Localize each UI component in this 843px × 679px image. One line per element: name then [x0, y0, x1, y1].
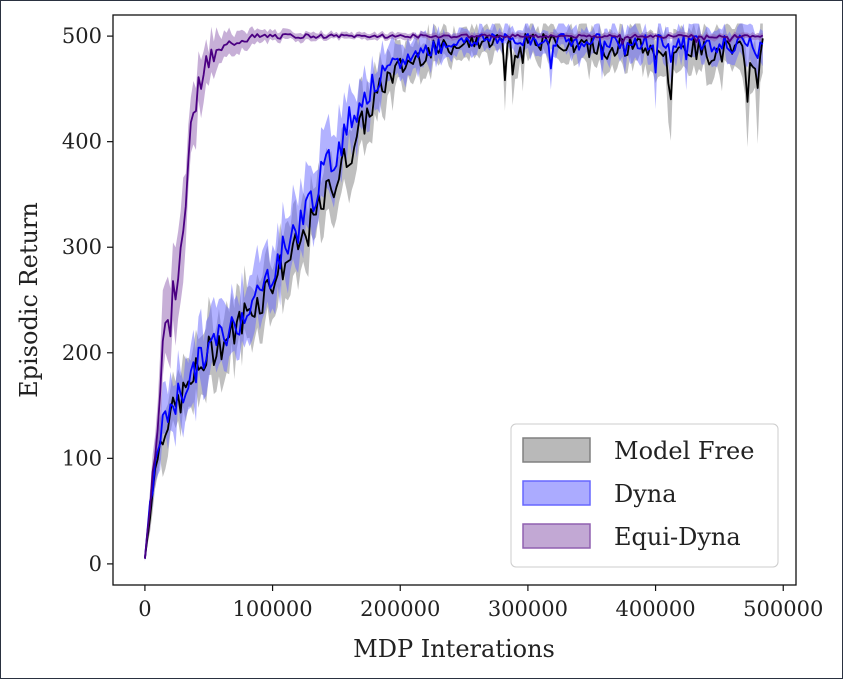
x-tick-label: 0 [138, 597, 151, 621]
line-dyna [144, 33, 764, 559]
legend: Model Free Dyna Equi-Dyna [510, 423, 779, 568]
band-dyna [144, 23, 763, 561]
y-tick-label: 400 [62, 130, 102, 154]
y-tick-label: 200 [62, 341, 102, 365]
y-axis-label: Episodic Return [15, 202, 43, 398]
x-tick-label: 500000 [743, 597, 823, 621]
y-tick-label: 0 [89, 552, 102, 576]
plot-frame [112, 14, 797, 586]
x-tick-label: 300000 [488, 597, 568, 621]
confidence-bands [144, 23, 763, 562]
y-axis: 0 100 200 300 400 500 [62, 24, 113, 576]
line-equi-dyna [144, 33, 764, 559]
x-tick-label: 200000 [360, 597, 440, 621]
legend-label-equi-dyna: Equi-Dyna [614, 523, 741, 551]
y-tick-label: 100 [62, 446, 102, 470]
y-tick-label: 500 [62, 24, 102, 48]
legend-label-dyna: Dyna [614, 480, 677, 508]
x-tick-label: 400000 [615, 597, 695, 621]
series-lines [144, 33, 764, 559]
band-equi-dyna [144, 26, 763, 562]
legend-swatch-equi-dyna [522, 523, 591, 549]
legend-swatch-dyna [522, 480, 591, 506]
legend-label-model-free: Model Free [614, 437, 754, 465]
legend-swatch-model-free [522, 437, 591, 463]
y-tick-label: 300 [62, 235, 102, 259]
x-axis: 0 100000 200000 300000 400000 500000 [138, 585, 823, 621]
line-model-free [144, 33, 764, 559]
x-tick-label: 100000 [232, 597, 312, 621]
x-axis-label: MDP Interations [353, 635, 555, 663]
